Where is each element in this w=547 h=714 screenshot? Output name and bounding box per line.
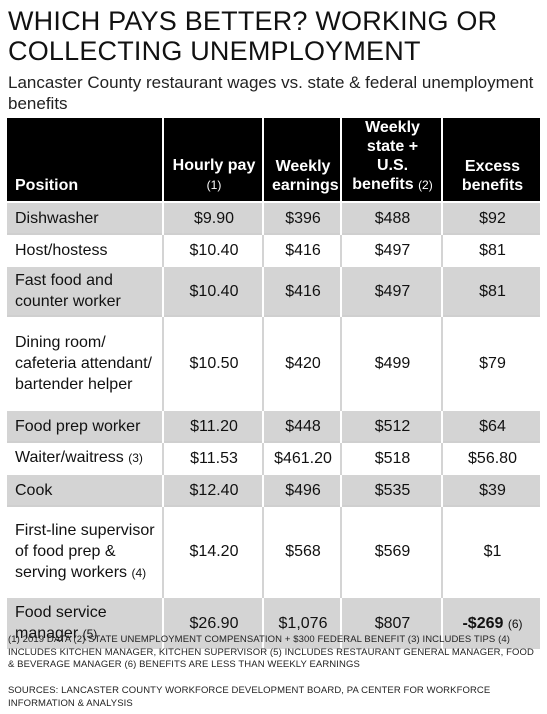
footnote-marker: (6)	[507, 616, 523, 631]
cell-excess-benefits: $81	[441, 265, 540, 316]
table-row: Dishwasher $9.90 $396 $488 $92	[7, 201, 540, 234]
cell-position: Food service manager (5)	[7, 596, 163, 649]
wages-vs-benefits-table: Position Hourly pay (1) Weekly earnings …	[7, 118, 540, 649]
column-header-excess-benefits: Excess benefits	[441, 118, 540, 202]
footnote-marker: (1)	[206, 178, 222, 192]
cell-hourly-pay: $10.40	[162, 233, 263, 266]
cell-hourly-pay: $14.20	[162, 505, 263, 597]
column-header-weekly-benefits: Weekly state + U.S. benefits (2)	[340, 118, 442, 202]
table-row: Fast food and counter worker $10.40 $416…	[7, 265, 540, 316]
cell-weekly-benefits: $499	[340, 315, 442, 410]
cell-weekly-benefits: $497	[340, 265, 442, 316]
cell-position: Fast food and counter worker	[7, 265, 163, 316]
cell-position: Cook	[7, 473, 163, 506]
sources: SOURCES: LANCASTER COUNTY WORKFORCE DEVE…	[8, 685, 491, 709]
table-row: Food service manager (5) $26.90 $1,076 $…	[7, 596, 540, 649]
cell-weekly-benefits: $512	[340, 409, 442, 442]
cell-excess-benefits: $39	[441, 473, 540, 506]
column-header-weekly-earnings: Weekly earnings	[262, 118, 341, 202]
table-header-row: Position Hourly pay (1) Weekly earnings …	[7, 118, 540, 202]
cell-weekly-benefits: $807	[340, 596, 442, 649]
cell-weekly-earnings: $448	[262, 409, 341, 442]
table-row: Dining room/ cafeteria attendant/ barten…	[7, 315, 540, 410]
page-subtitle: Lancaster County restaurant wages vs. st…	[8, 73, 534, 113]
footnotes: (1) 2019 DATA (2) STATE UNEMPLOYMENT COM…	[8, 634, 534, 670]
cell-weekly-earnings: $416	[262, 265, 341, 316]
cell-weekly-benefits: $497	[340, 233, 442, 266]
table-row: Host/hostess $10.40 $416 $497 $81	[7, 233, 540, 266]
cell-excess-benefits: $92	[441, 201, 540, 234]
table-row: Cook $12.40 $496 $535 $39	[7, 473, 540, 506]
column-header-hourly-pay: Hourly pay (1)	[162, 118, 263, 202]
cell-hourly-pay: $12.40	[162, 473, 263, 506]
footnote-marker: (3)	[128, 451, 143, 465]
cell-weekly-benefits: $535	[340, 473, 442, 506]
cell-weekly-benefits: $518	[340, 441, 442, 474]
cell-excess-benefits: $64	[441, 409, 540, 442]
table-row: First-line supervisor of food prep & ser…	[7, 505, 540, 597]
cell-position: First-line supervisor of food prep & ser…	[7, 505, 163, 597]
cell-hourly-pay: $10.40	[162, 265, 263, 316]
cell-position: Dishwasher	[7, 201, 163, 234]
cell-hourly-pay: $11.53	[162, 441, 263, 474]
page-title: WHICH PAYS BETTER? WORKING OR COLLECTING…	[8, 6, 498, 66]
cell-hourly-pay: $11.20	[162, 409, 263, 442]
cell-weekly-benefits: $569	[340, 505, 442, 597]
cell-excess-benefits: -$269 (6)	[441, 596, 540, 649]
cell-weekly-earnings: $1,076	[262, 596, 341, 649]
cell-position: Food prep worker	[7, 409, 163, 442]
cell-weekly-earnings: $396	[262, 201, 341, 234]
table-row: Food prep worker $11.20 $448 $512 $64	[7, 409, 540, 442]
cell-weekly-earnings: $420	[262, 315, 341, 410]
cell-position: Waiter/waitress (3)	[7, 441, 163, 474]
cell-weekly-benefits: $488	[340, 201, 442, 234]
cell-weekly-earnings: $461.20	[262, 441, 341, 474]
cell-weekly-earnings: $416	[262, 233, 341, 266]
cell-hourly-pay: $10.50	[162, 315, 263, 410]
column-header-position: Position	[7, 118, 163, 202]
footnote-marker: (4)	[131, 565, 147, 580]
cell-position: Dining room/ cafeteria attendant/ barten…	[7, 315, 163, 410]
cell-excess-benefits: $56.80	[441, 441, 540, 474]
cell-excess-benefits: $81	[441, 233, 540, 266]
cell-excess-benefits: $1	[441, 505, 540, 597]
cell-weekly-earnings: $496	[262, 473, 341, 506]
table-row: Waiter/waitress (3) $11.53 $461.20 $518 …	[7, 441, 540, 474]
footnote-marker: (5)	[82, 627, 98, 641]
cell-position: Host/hostess	[7, 233, 163, 266]
cell-hourly-pay: $26.90	[162, 596, 263, 649]
footnote-marker: (2)	[418, 178, 433, 192]
cell-hourly-pay: $9.90	[162, 201, 263, 234]
cell-excess-benefits: $79	[441, 315, 540, 410]
cell-weekly-earnings: $568	[262, 505, 341, 597]
